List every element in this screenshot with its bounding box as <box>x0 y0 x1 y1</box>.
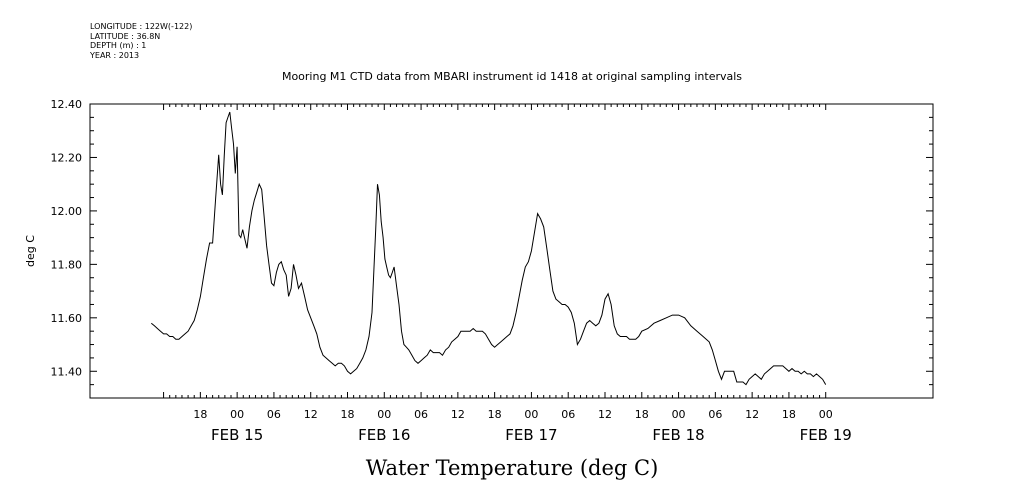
latitude-label: LATITUDE : 36.8N <box>90 31 161 41</box>
x-hour-tick-label: 18 <box>340 408 354 421</box>
x-hour-tick-label: 06 <box>561 408 575 421</box>
x-day-label: FEB 18 <box>652 426 704 444</box>
y-tick-label: 12.40 <box>51 98 83 111</box>
x-hour-tick-label: 18 <box>193 408 207 421</box>
x-hour-tick-label: 00 <box>524 408 538 421</box>
x-day-label: FEB 15 <box>211 426 263 444</box>
x-hour-tick-label: 06 <box>708 408 722 421</box>
x-hour-tick-label: 18 <box>635 408 649 421</box>
longitude-label: LONGITUDE : 122W(-122) <box>90 22 193 31</box>
y-axis: 11.40 11.60 11.80 12.00 12.20 12.40 <box>51 98 933 399</box>
x-day-label: FEB 19 <box>800 426 852 444</box>
y-tick-label: 11.40 <box>51 365 83 378</box>
chart-title: Mooring M1 CTD data from MBARI instrumen… <box>282 70 742 83</box>
y-tick-label: 11.60 <box>51 312 83 325</box>
x-hour-tick-label: 00 <box>672 408 686 421</box>
x-hour-tick-label: 18 <box>782 408 796 421</box>
x-hour-tick-label: 12 <box>598 408 612 421</box>
year-label: YEAR : 2013 <box>90 50 140 60</box>
x-hour-tick-label: 00 <box>819 408 833 421</box>
x-hour-tick-label: 00 <box>230 408 244 421</box>
y-tick-label: 12.20 <box>51 151 83 164</box>
x-hour-tick-label: 06 <box>414 408 428 421</box>
x-axis: 18 00 06 12 18 00 06 12 18 00 06 12 18 00 06 12 18 00 FEB … <box>163 104 852 444</box>
x-hour-tick-label: 18 <box>488 408 502 421</box>
x-axis-label: Water Temperature (deg C) <box>366 456 659 480</box>
x-day-label: FEB 17 <box>505 426 557 444</box>
x-day-label: FEB 16 <box>358 426 410 444</box>
x-hour-tick-label: 06 <box>267 408 281 421</box>
x-hour-tick-label: 12 <box>451 408 465 421</box>
x-hour-tick-label: 12 <box>745 408 759 421</box>
metadata-block: LONGITUDE : 122W(-122) LATITUDE : 36.8N … <box>90 22 192 60</box>
temperature-series-line <box>150 111 827 386</box>
depth-label: DEPTH (m) : 1 <box>90 41 147 50</box>
x-hour-tick-label: 00 <box>377 408 391 421</box>
x-hour-tick-label: 12 <box>304 408 318 421</box>
y-axis-label: deg C <box>24 235 37 267</box>
y-tick-label: 11.80 <box>51 258 83 271</box>
plot-frame <box>89 103 934 399</box>
y-tick-label: 12.00 <box>51 205 83 218</box>
